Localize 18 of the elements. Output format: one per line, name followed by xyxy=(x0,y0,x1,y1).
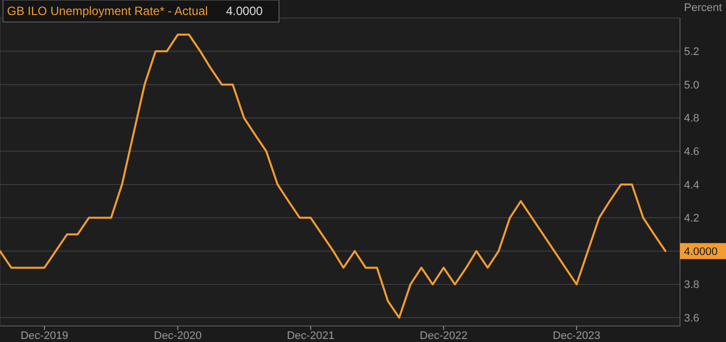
annotation: 4.0000 xyxy=(226,4,264,18)
y-tick-label: 4.4 xyxy=(684,179,700,192)
y-tick-label: 5.0 xyxy=(684,79,700,92)
text: 4.0000 xyxy=(684,246,718,258)
y-tick-label: 4.2 xyxy=(684,212,700,225)
y-tick-label: 3.6 xyxy=(684,312,700,325)
y-tick-label: 3.8 xyxy=(684,279,700,292)
y-tick-label: 4.8 xyxy=(684,112,700,125)
x-tick-label: Dec-2023 xyxy=(552,330,600,342)
x-tick-label: Dec-2021 xyxy=(286,330,335,342)
chart-title: GB ILO Unemployment Rate* - Actual xyxy=(7,4,208,18)
y-axis-title: Percent xyxy=(684,2,722,14)
x-tick-label: Dec-2019 xyxy=(20,330,68,342)
x-tick-label: Dec-2020 xyxy=(154,330,202,342)
x-tick-label: Dec-2022 xyxy=(420,330,468,342)
line-series xyxy=(0,34,666,319)
y-tick-label: 4.6 xyxy=(684,146,700,158)
y-tick-label: 5.2 xyxy=(684,46,700,58)
